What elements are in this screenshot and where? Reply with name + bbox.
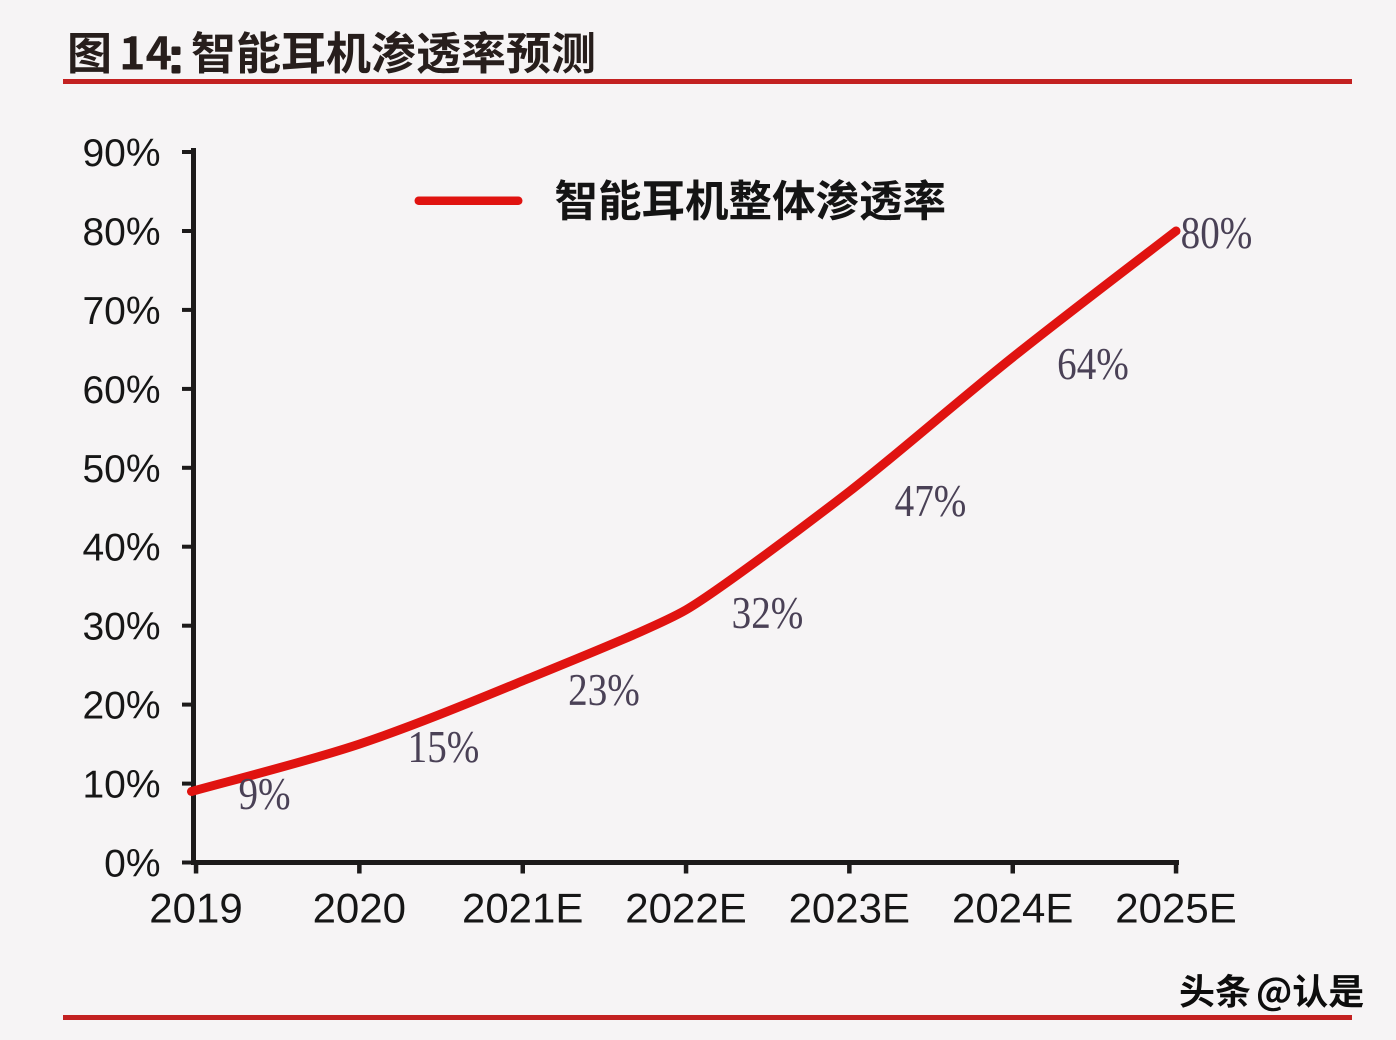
svg-text:2025E: 2025E (1115, 884, 1236, 931)
svg-text:32%: 32% (732, 588, 804, 639)
svg-text:2023E: 2023E (789, 884, 910, 931)
svg-text:15%: 15% (408, 722, 480, 773)
svg-text:60%: 60% (82, 369, 160, 412)
svg-text:2022E: 2022E (625, 884, 746, 931)
svg-text:47%: 47% (895, 476, 967, 527)
svg-text:2024E: 2024E (952, 884, 1073, 931)
svg-text:90%: 90% (82, 132, 160, 175)
svg-text:64%: 64% (1057, 339, 1129, 390)
svg-text:2021E: 2021E (462, 884, 583, 931)
svg-text:0%: 0% (104, 843, 160, 886)
svg-text:2019: 2019 (149, 884, 242, 931)
svg-text:30%: 30% (82, 606, 160, 649)
svg-text:20%: 20% (82, 685, 160, 728)
svg-text:9%: 9% (238, 769, 290, 820)
svg-text:80%: 80% (82, 211, 160, 254)
svg-text:2020: 2020 (313, 884, 406, 931)
svg-text:80%: 80% (1181, 208, 1253, 259)
svg-text:10%: 10% (82, 764, 160, 807)
svg-text:70%: 70% (82, 290, 160, 333)
svg-text:40%: 40% (82, 527, 160, 570)
svg-text:50%: 50% (82, 448, 160, 491)
svg-text:23%: 23% (568, 665, 640, 716)
